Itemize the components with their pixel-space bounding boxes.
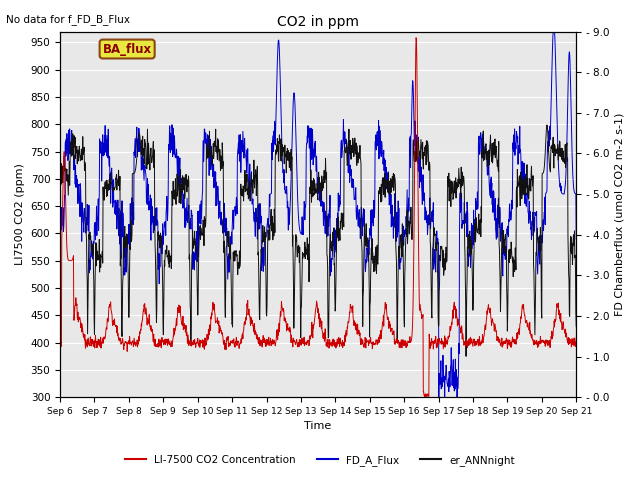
X-axis label: Time: Time bbox=[305, 421, 332, 432]
Legend: LI-7500 CO2 Concentration, FD_A_Flux, er_ANNnight: LI-7500 CO2 Concentration, FD_A_Flux, er… bbox=[121, 451, 519, 470]
Text: No data for f_FD_B_Flux: No data for f_FD_B_Flux bbox=[6, 14, 131, 25]
Text: BA_flux: BA_flux bbox=[102, 43, 152, 56]
Y-axis label: LI7500 CO2 (ppm): LI7500 CO2 (ppm) bbox=[15, 163, 25, 265]
Title: CO2 in ppm: CO2 in ppm bbox=[277, 15, 359, 29]
Y-axis label: FD Chamberflux (umol CO2 m-2 s-1): FD Chamberflux (umol CO2 m-2 s-1) bbox=[615, 113, 625, 316]
